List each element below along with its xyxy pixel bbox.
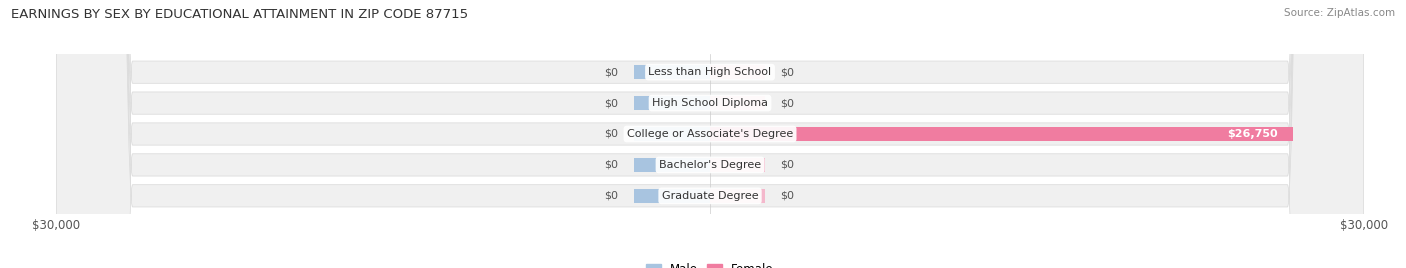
FancyBboxPatch shape [56,0,1364,268]
Text: $0: $0 [780,160,794,170]
Text: $0: $0 [605,98,619,108]
Text: $0: $0 [605,129,619,139]
Text: Graduate Degree: Graduate Degree [662,191,758,201]
Bar [710,127,1294,141]
Text: High School Diploma: High School Diploma [652,98,768,108]
Text: EARNINGS BY SEX BY EDUCATIONAL ATTAINMENT IN ZIP CODE 87715: EARNINGS BY SEX BY EDUCATIONAL ATTAINMEN… [11,8,468,21]
FancyBboxPatch shape [56,0,1364,268]
FancyBboxPatch shape [56,0,1364,268]
FancyBboxPatch shape [56,0,1364,268]
Bar [710,189,765,203]
Text: Less than High School: Less than High School [648,67,772,77]
Bar [634,189,710,203]
Text: Source: ZipAtlas.com: Source: ZipAtlas.com [1284,8,1395,18]
Bar [710,65,765,79]
Bar [634,65,710,79]
Text: $0: $0 [780,98,794,108]
Text: $0: $0 [605,191,619,201]
Bar [710,158,765,172]
Text: $0: $0 [605,160,619,170]
FancyBboxPatch shape [56,0,1364,268]
Text: $0: $0 [780,191,794,201]
Bar [710,96,765,110]
Text: $0: $0 [780,67,794,77]
Text: Bachelor's Degree: Bachelor's Degree [659,160,761,170]
Bar [634,158,710,172]
Text: $26,750: $26,750 [1227,129,1278,139]
Text: College or Associate's Degree: College or Associate's Degree [627,129,793,139]
Text: $0: $0 [605,67,619,77]
Bar [634,127,710,141]
Legend: Male, Female: Male, Female [641,258,779,268]
Bar [634,96,710,110]
